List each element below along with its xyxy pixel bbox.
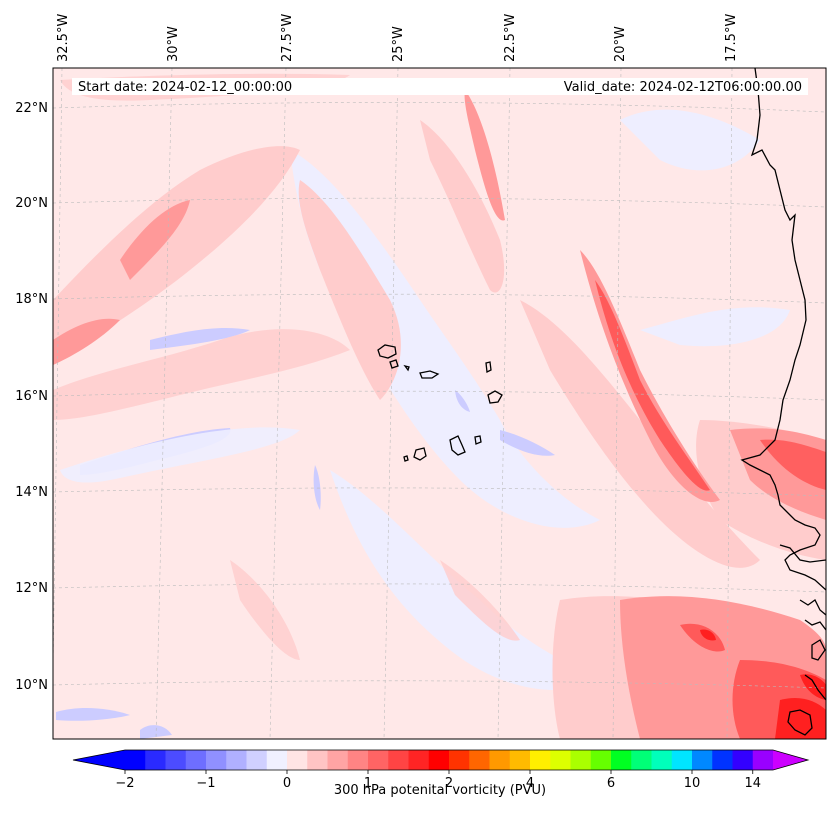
valid-date-label: Valid_date: 2024-02-12T06:00:00.00 [564,80,802,95]
start-date-label: Start date: 2024-02-12_00:00:00 [78,80,292,95]
colorbar-cell [692,750,713,770]
colorbar-cell [752,750,774,770]
graticule [53,68,826,739]
colorbar-cell [226,750,247,770]
colorbar-cell [368,750,389,770]
colorbar-cell [428,750,450,770]
colorbar-tick-label: 2 [445,776,453,791]
colorbar-cell [671,750,693,770]
lon-label: 17.5°W [724,14,739,62]
lon-label: 32.5°W [56,14,71,62]
lat-label: 10°N [15,678,48,693]
lat-label: 18°N [15,292,48,307]
colorbar-cell [651,750,673,770]
colorbar-cell [206,750,227,770]
colorbar-cell [712,750,733,770]
colorbar-under-arrow [73,750,125,770]
colorbar-cell [408,750,430,770]
colorbar-tick-label: 4 [526,776,534,791]
colorbar-cell [590,750,612,770]
colorbar: −2 −1 0 1 2 4 6 10 14 300 hPa potenital vorticit… [72,749,810,798]
colorbar-over-arrow [773,750,808,770]
lat-label: 22°N [15,101,48,116]
colorbar-cell [266,750,288,770]
colorbar-cell [611,750,632,770]
coastline [377,68,826,736]
colorbar-cell [327,750,349,770]
colorbar-cell [489,750,511,770]
colorbar-cells [125,750,774,770]
colorbar-cell [125,750,146,770]
lat-label: 16°N [15,389,48,404]
colorbar-cell [307,750,328,770]
colorbar-cell [469,750,490,770]
longitude-labels: 32.5°W 30°W 27.5°W 25°W 22.5°W 20°W 17.5… [56,14,739,62]
lon-label: 22.5°W [503,14,518,62]
map-panel: Start date: 2024-02-12_00:00:00 Valid_da… [15,14,827,740]
colorbar-cell [287,750,308,770]
colorbar-tick-label: 1 [364,776,372,791]
lat-label: 14°N [15,485,48,500]
colorbar-cell [185,750,207,770]
latitude-labels: 22°N 20°N 18°N 16°N 14°N 12°N 10°N [15,101,48,693]
colorbar-cell [388,750,409,770]
lon-label: 20°W [613,26,628,62]
pv-field [53,73,826,739]
colorbar-tick-label: 10 [684,776,701,791]
colorbar-cell [246,750,268,770]
colorbar-ticks: −2 −1 0 1 2 4 6 10 14 [115,770,761,791]
colorbar-tick-label: 0 [283,776,291,791]
colorbar-label: 300 hPa potenital vorticity (PVU) [334,783,546,798]
lat-label: 12°N [15,581,48,596]
info-banner [72,78,808,95]
colorbar-tick-label: −1 [196,776,215,791]
colorbar-cell [530,750,551,770]
colorbar-tick-label: 6 [607,776,615,791]
colorbar-tick-label: 14 [744,776,761,791]
colorbar-cell [570,750,592,770]
lat-label: 20°N [15,196,48,211]
colorbar-cell [449,750,470,770]
colorbar-cell [165,750,187,770]
colorbar-cell [347,750,369,770]
lon-label: 25°W [391,26,406,62]
colorbar-cell [145,750,166,770]
colorbar-cell [732,750,754,770]
colorbar-cell [631,750,652,770]
map-frame [52,67,827,740]
colorbar-tick-label: −2 [115,776,134,791]
colorbar-cell [509,750,531,770]
colorbar-cell [550,750,571,770]
lon-label: 30°W [166,26,181,62]
lon-label: 27.5°W [280,14,295,62]
